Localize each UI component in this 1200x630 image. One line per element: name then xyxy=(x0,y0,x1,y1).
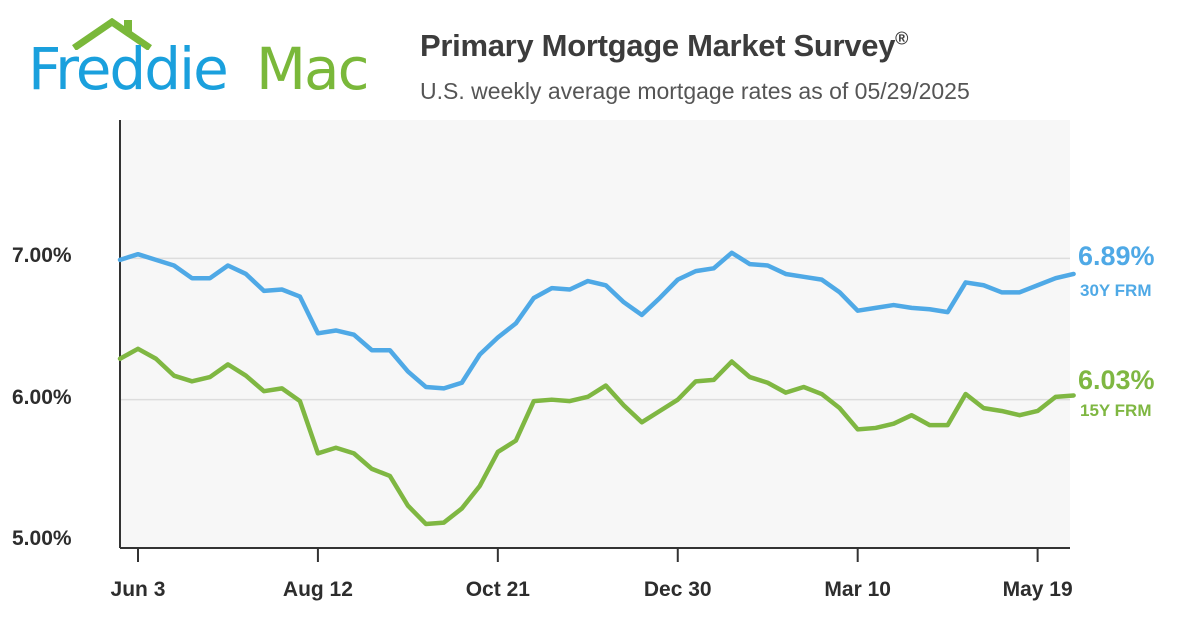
x-axis-ticks xyxy=(136,548,1039,562)
series-lines xyxy=(117,250,1076,527)
logo-mac-text: Mac xyxy=(256,35,369,103)
x-tick-label: Oct 21 xyxy=(465,578,530,601)
series-15y-name: 15Y FRM xyxy=(1080,401,1152,420)
logo-freddie-text: Freddie xyxy=(28,35,229,103)
freddie-mac-logo: Freddie Mac xyxy=(28,18,388,108)
series-line-30y xyxy=(117,250,1076,391)
plot-background xyxy=(120,120,1070,548)
chart-title: Primary Mortgage Market Survey® xyxy=(420,28,908,64)
chart-subtitle: U.S. weekly average mortgage rates as of… xyxy=(420,78,970,104)
series-30y-last-value: 6.89% xyxy=(1078,241,1155,271)
registered-mark: ® xyxy=(895,28,909,49)
x-tick-label: Aug 12 xyxy=(282,578,353,601)
series-line-15y xyxy=(117,346,1076,527)
gridlines xyxy=(120,257,1070,401)
series-30y-name: 30Y FRM xyxy=(1080,281,1152,300)
chart-title-text: Primary Mortgage Market Survey xyxy=(420,28,896,63)
x-tick-label: Jun 3 xyxy=(110,578,166,601)
x-tick-label: Mar 10 xyxy=(824,578,891,601)
series-15y-last-value: 6.03% xyxy=(1078,365,1155,395)
y-tick-label: 7.00% xyxy=(12,244,72,268)
x-tick-label: Dec 30 xyxy=(643,578,712,601)
y-tick-label: 6.00% xyxy=(12,385,72,409)
house-roof-icon xyxy=(72,18,152,50)
y-tick-label: 5.00% xyxy=(12,526,72,550)
x-tick-label: May 19 xyxy=(1002,578,1073,601)
